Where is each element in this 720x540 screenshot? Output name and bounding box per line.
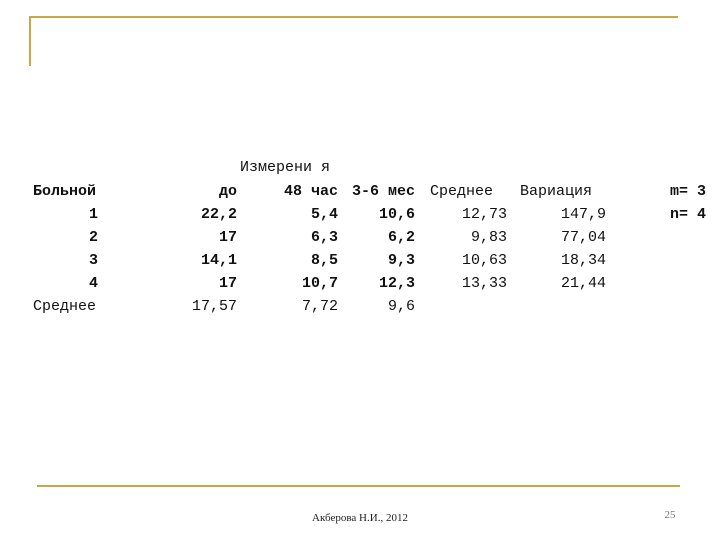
header-cell: 3-6 мес — [352, 183, 415, 200]
table-cell: 10,6 — [379, 206, 415, 223]
table-cell: 5,4 — [311, 206, 338, 223]
header-cell: до — [219, 183, 237, 200]
table-cell: 14,1 — [201, 252, 237, 269]
table-cell: 8,5 — [311, 252, 338, 269]
table-cell: 12,73 — [462, 206, 507, 223]
table-cell: Среднее — [33, 298, 96, 315]
table-cell: 17,57 — [192, 298, 237, 315]
table-cell: 1 — [89, 206, 98, 223]
header-cell: Среднее — [430, 183, 493, 200]
header-cell: Вариация — [520, 183, 592, 200]
table-cell: 13,33 — [462, 275, 507, 292]
table-cell: 10,7 — [302, 275, 338, 292]
footer-author: Акберова Н.И., 2012 — [312, 512, 408, 524]
table-cell: 9,83 — [471, 229, 507, 246]
table-cell: 21,44 — [561, 275, 606, 292]
header-cell: 48 час — [284, 183, 338, 200]
header-cell: Больной — [33, 183, 96, 200]
table-cell: 147,9 — [561, 206, 606, 223]
page-number: 25 — [665, 509, 677, 521]
caption: Измерени я — [240, 159, 330, 176]
table-cell: 2 — [89, 229, 98, 246]
table-cell: 9,6 — [388, 298, 415, 315]
table-cell: n= 4 — [670, 206, 706, 223]
table-cell: 3 — [89, 252, 98, 269]
header-cell: m= 3 — [670, 183, 706, 200]
table-cell: 12,3 — [379, 275, 415, 292]
table-cell: 9,3 — [388, 252, 415, 269]
table-cell: 10,63 — [462, 252, 507, 269]
table-cell: 18,34 — [561, 252, 606, 269]
table-cell: 17 — [219, 275, 237, 292]
table-cell: 17 — [219, 229, 237, 246]
table-cell: 4 — [89, 275, 98, 292]
table-cell: 6,3 — [311, 229, 338, 246]
table-cell: 77,04 — [561, 229, 606, 246]
table-cell: 22,2 — [201, 206, 237, 223]
table-cell: 7,72 — [302, 298, 338, 315]
table-cell: 6,2 — [388, 229, 415, 246]
